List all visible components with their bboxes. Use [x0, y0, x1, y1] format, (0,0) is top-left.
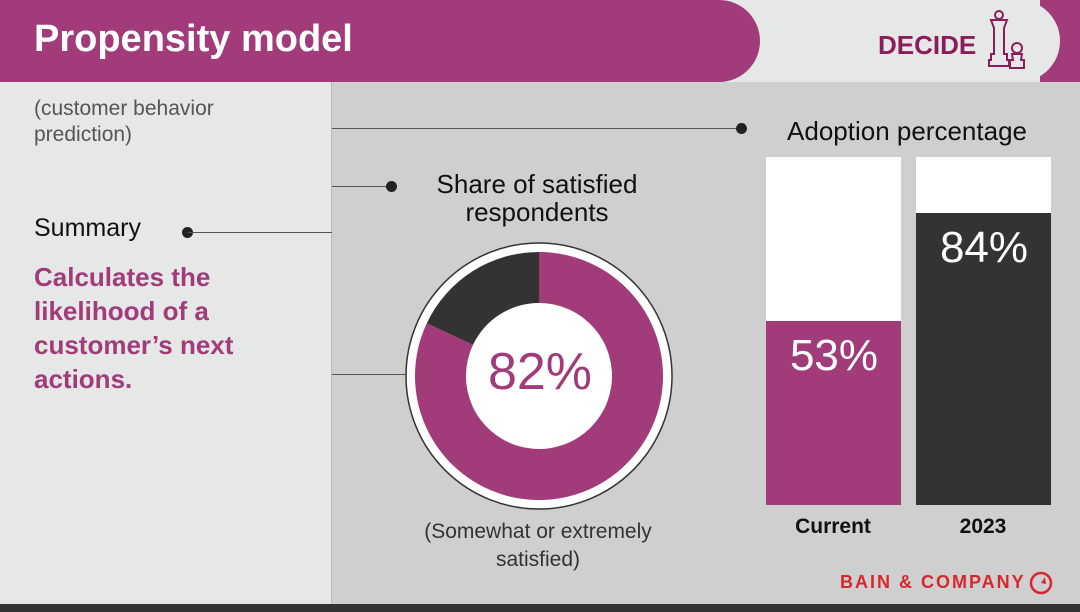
bar-value-label: 53% [789, 330, 879, 380]
header: Propensity model DECIDE [0, 0, 1080, 82]
summary-dot [182, 227, 193, 238]
footer-bar [0, 604, 1080, 612]
bars-title: Adoption percentage [787, 116, 1027, 146]
donut-chart [405, 242, 673, 510]
donut-caption: (Somewhat or extremely satisfied) [424, 520, 652, 571]
left-panel [0, 82, 332, 604]
donut-slice-satisfied [415, 252, 663, 500]
bar-label-current: Current [795, 515, 871, 538]
page-title: Propensity model [34, 18, 353, 60]
subtitle: (customer behavior prediction) [34, 97, 214, 146]
bar-current [766, 320, 901, 505]
bar-2023 [916, 212, 1051, 505]
bain-logo-icon [1029, 571, 1053, 595]
chess-pieces-icon [988, 10, 1025, 69]
donut-slice-other [426, 252, 539, 345]
donut-title: Share of satisfied respondents [436, 169, 638, 227]
bar-value-label: 84% [939, 222, 1029, 272]
summary-text: Calculates the likelihood of a customer’… [34, 262, 234, 394]
bar-label-2023: 2023 [959, 515, 1007, 538]
decide-badge: DECIDE [878, 30, 977, 60]
summary-label: Summary [34, 214, 141, 242]
donut-value-label: 82% [487, 343, 593, 401]
title-banner [0, 0, 760, 82]
bain-logo: BAIN & COMPANY [840, 572, 1026, 592]
